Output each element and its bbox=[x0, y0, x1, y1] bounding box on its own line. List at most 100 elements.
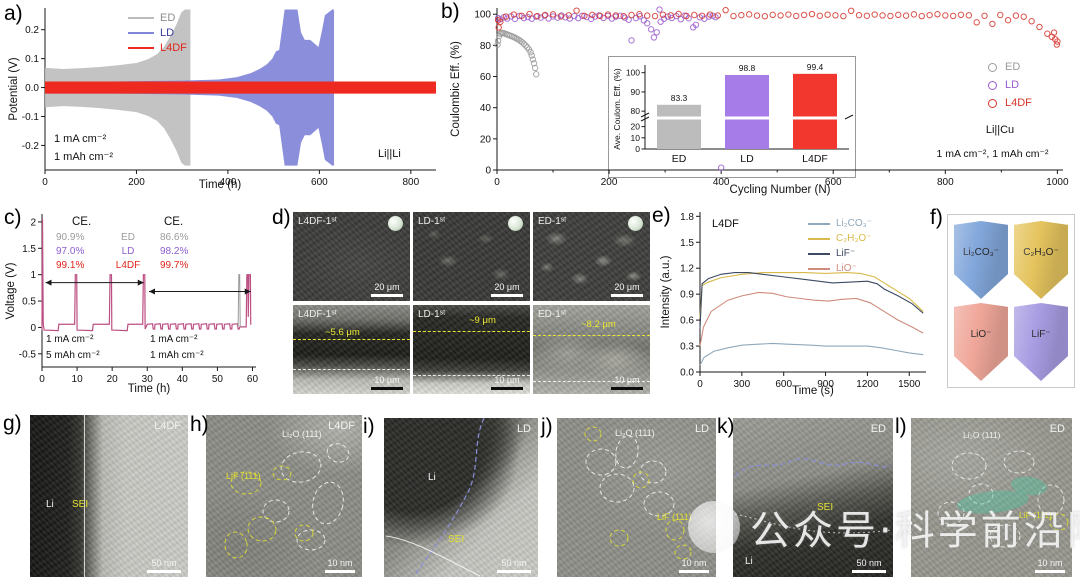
sei-thickness: ~8.2 μm bbox=[581, 319, 616, 330]
svg-text:0.3: 0.3 bbox=[680, 342, 694, 353]
sample-tag: L4DF bbox=[328, 420, 355, 432]
panel-b-ylabel: Coulombic Eff. (%) bbox=[450, 41, 462, 137]
svg-text:900: 900 bbox=[817, 379, 834, 390]
svg-text:90: 90 bbox=[631, 87, 641, 97]
scale-bar: 10 nm bbox=[1035, 558, 1065, 573]
scale-bar: 10 μm bbox=[491, 375, 523, 390]
li2o-label: Li₂O (111) bbox=[615, 428, 655, 438]
lif-crystal: LiF⁻ bbox=[1014, 303, 1068, 381]
sample-tag: ED bbox=[870, 423, 886, 435]
panel-c-letter: c) bbox=[4, 206, 22, 229]
svg-text:80: 80 bbox=[631, 106, 641, 116]
li-label: Li bbox=[428, 472, 436, 483]
svg-text:100: 100 bbox=[626, 68, 640, 78]
lio-crystal: LiO⁻ bbox=[954, 303, 1008, 381]
interface-marker-line bbox=[533, 381, 650, 382]
panel-b-condition: 1 mA cm⁻², 1 mAh cm⁻² bbox=[936, 148, 1049, 160]
sei-boundary-trace bbox=[734, 458, 892, 534]
svg-text:98.8: 98.8 bbox=[739, 63, 756, 73]
svg-text:2: 2 bbox=[30, 217, 36, 228]
legend-item-ld: LD bbox=[128, 25, 187, 40]
scale-bar: 20 μm bbox=[371, 282, 403, 297]
panel-d: d) L4DF-1ˢᵗ 20 μm LD-1ˢᵗ 20 μm ED-1ˢᵗ 20… bbox=[270, 200, 655, 400]
svg-text:80: 80 bbox=[480, 41, 492, 52]
tem-k-ed-sei: ED SEI Li 50 nm bbox=[733, 418, 893, 577]
svg-text:800: 800 bbox=[403, 177, 420, 188]
sei-thickness: ~5.6 μm bbox=[325, 327, 360, 338]
svg-text:300: 300 bbox=[734, 379, 751, 390]
ce-name-ed: ED bbox=[121, 232, 135, 243]
panel-e-chart: 0 300 600 900 1200 1500 0.0 0.3 0.6 0.9 1.2 1.5 1.8 bbox=[680, 212, 926, 390]
ld-circle-swatch bbox=[988, 80, 997, 90]
electrolyte-droplet-icon bbox=[628, 216, 643, 231]
legend-item-ld: LD bbox=[988, 76, 1032, 94]
panel-c-chart: 0 10 20 30 40 50 60 2 1.5 1 0.5 0 -0.5 bbox=[19, 214, 258, 385]
sem-label: ED-1ˢᵗ bbox=[538, 216, 567, 227]
sample-tag: LD bbox=[694, 423, 709, 435]
sample-tag: ED bbox=[1049, 423, 1065, 435]
lif-line-swatch bbox=[808, 252, 830, 255]
lio-line-swatch bbox=[808, 267, 830, 270]
ce-header-right: CE. bbox=[164, 216, 184, 228]
legend-li2co3: Li₂CO₃⁻ bbox=[808, 216, 872, 231]
svg-text:0.0: 0.0 bbox=[680, 368, 694, 379]
li2o-label: Li₂O (111) bbox=[963, 430, 1001, 440]
sem-label: ED-1ˢᵗ bbox=[538, 309, 567, 320]
ce-name-ld: LD bbox=[121, 246, 135, 257]
tem-l-ed-hrtem: ED Li₂O (111) LiF (111) 10 nm bbox=[911, 418, 1072, 577]
panel-a: a) 0 200 400 600 800 0.2 0.1 0.0 -0.1 -0.2 Potent… bbox=[0, 0, 440, 200]
ce-header-left: CE. bbox=[72, 216, 92, 228]
panel-e-letter: e) bbox=[652, 204, 671, 227]
scale-bar: 50 nm bbox=[147, 558, 181, 573]
fragment-box: Li₂CO₃⁻ C₂H₃O⁻ LiO⁻ LiF⁻ bbox=[947, 214, 1075, 388]
legend-lif: LiF⁻ bbox=[808, 246, 872, 261]
svg-text:0.2: 0.2 bbox=[25, 25, 39, 36]
sem-cross-l4df: L4DF-1ˢᵗ ~5.6 μm 10 μm bbox=[293, 305, 410, 394]
svg-text:50: 50 bbox=[212, 374, 224, 385]
legend-lio: LiO⁻ bbox=[808, 261, 872, 276]
svg-text:0: 0 bbox=[697, 379, 703, 390]
svg-text:ED: ED bbox=[672, 153, 687, 165]
svg-text:400: 400 bbox=[220, 177, 237, 188]
cond-right-capacity: 1 mAh cm⁻² bbox=[150, 350, 204, 361]
panel-a-xlabel: Time (h) bbox=[198, 179, 242, 191]
legend-item-l4df: L4DF bbox=[988, 94, 1032, 112]
l4df-line-swatch bbox=[128, 46, 154, 49]
sem-label: LD-1ˢᵗ bbox=[418, 309, 446, 320]
panel-h-letter: h) bbox=[190, 413, 209, 436]
scale-bar: 20 μm bbox=[491, 282, 523, 297]
li2co3-crystal: Li₂CO₃⁻ bbox=[954, 221, 1008, 299]
interface-marker-line bbox=[413, 375, 530, 376]
svg-text:1500: 1500 bbox=[898, 379, 921, 390]
scale-bar: 10 μm bbox=[611, 375, 643, 390]
panel-l-letter: l) bbox=[895, 415, 907, 438]
svg-text:0: 0 bbox=[30, 323, 36, 334]
panel-c: c) 0 10 20 30 40 50 60 2 1.5 1 0.5 0 -0.5 Voltage (V… bbox=[0, 200, 270, 400]
legend-item-ed: ED bbox=[128, 10, 187, 25]
svg-text:0: 0 bbox=[42, 177, 48, 188]
sei-boundary-trace bbox=[385, 418, 485, 577]
panel-a-chart: 0 200 400 600 800 0.2 0.1 0.0 -0.1 -0.2 bbox=[22, 8, 436, 188]
svg-text:0: 0 bbox=[635, 144, 640, 154]
legend-c2h3o: C₂H₃O⁻ bbox=[808, 231, 872, 246]
ed-circle-swatch bbox=[988, 62, 997, 72]
scale-bar: 10 nm bbox=[325, 558, 355, 573]
cond-left-capacity: 5 mAh cm⁻² bbox=[46, 350, 100, 361]
sem-cross-ed: ED-1ˢᵗ ~8.2 μm 10 μm bbox=[533, 305, 650, 394]
sem-label: L4DF-1ˢᵗ bbox=[298, 216, 337, 227]
svg-text:30: 30 bbox=[142, 374, 154, 385]
panel-e-xlabel: Time (s) bbox=[792, 385, 834, 397]
scale-bar: 10 μm bbox=[371, 375, 403, 390]
legend-item-l4df: L4DF bbox=[128, 40, 187, 55]
ce-ld-left: 97.0% bbox=[56, 246, 85, 257]
panel-e-sample: L4DF bbox=[712, 218, 739, 230]
svg-text:1200: 1200 bbox=[856, 379, 879, 390]
svg-text:0.1: 0.1 bbox=[25, 54, 39, 65]
svg-text:40: 40 bbox=[177, 374, 189, 385]
c2h3o-line-swatch bbox=[808, 237, 830, 240]
li-label: Li bbox=[745, 556, 753, 567]
ce-ld-right: 98.2% bbox=[160, 246, 189, 257]
ed-line-swatch bbox=[128, 16, 154, 19]
panel-b-legend: ED LD L4DF bbox=[988, 58, 1032, 112]
svg-text:1.8: 1.8 bbox=[680, 212, 694, 223]
